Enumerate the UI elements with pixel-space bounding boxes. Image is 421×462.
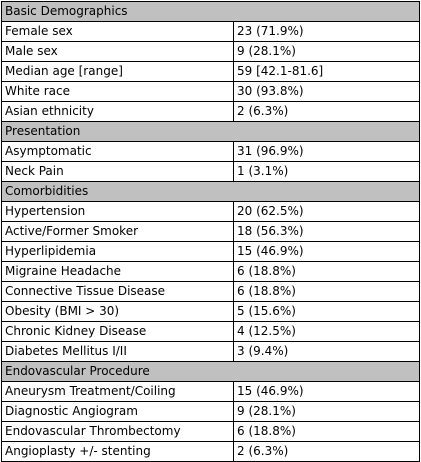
table-row: Diabetes Mellitus I/II 3 (9.4%) bbox=[1, 341, 420, 362]
table-row: Obesity (BMI > 30) 5 (15.6%) bbox=[1, 301, 420, 322]
table-row: Active/Former Smoker 18 (56.3%) bbox=[1, 221, 420, 242]
table-row: Migraine Headache 6 (18.8%) bbox=[1, 261, 420, 282]
section-title: Endovascular Procedure bbox=[1, 361, 420, 382]
row-value: 9 (28.1%) bbox=[233, 401, 420, 422]
row-value: 3 (9.4%) bbox=[233, 341, 420, 362]
row-label: Migraine Headache bbox=[1, 261, 234, 282]
row-value: 1 (3.1%) bbox=[233, 161, 420, 182]
table-row: White race 30 (93.8%) bbox=[1, 81, 420, 102]
table-row: Chronic Kidney Disease 4 (12.5%) bbox=[1, 321, 420, 342]
row-label: Asymptomatic bbox=[1, 141, 234, 162]
row-value: 5 (15.6%) bbox=[233, 301, 420, 322]
row-label: Neck Pain bbox=[1, 161, 234, 182]
row-label: Chronic Kidney Disease bbox=[1, 321, 234, 342]
row-label: Hypertension bbox=[1, 201, 234, 222]
row-value: 6 (18.8%) bbox=[233, 421, 420, 442]
row-value: 9 (28.1%) bbox=[233, 41, 420, 62]
row-value: 20 (62.5%) bbox=[233, 201, 420, 222]
row-label: Hyperlipidemia bbox=[1, 241, 234, 262]
row-label: Median age [range] bbox=[1, 61, 234, 82]
row-value: 4 (12.5%) bbox=[233, 321, 420, 342]
section-header-row: Basic Demographics bbox=[1, 1, 420, 22]
table-row: Endovascular Thrombectomy 6 (18.8%) bbox=[1, 421, 420, 442]
row-value: 59 [42.1-81.6] bbox=[233, 61, 420, 82]
table-row: Asymptomatic 31 (96.9%) bbox=[1, 141, 420, 162]
row-label: White race bbox=[1, 81, 234, 102]
table-row: Male sex 9 (28.1%) bbox=[1, 41, 420, 62]
row-label: Endovascular Thrombectomy bbox=[1, 421, 234, 442]
row-label: Diagnostic Angiogram bbox=[1, 401, 234, 422]
table-row: Neck Pain 1 (3.1%) bbox=[1, 161, 420, 182]
row-value: 15 (46.9%) bbox=[233, 381, 420, 402]
row-label: Male sex bbox=[1, 41, 234, 62]
row-value: 2 (6.3%) bbox=[233, 101, 420, 122]
table-row: Hypertension 20 (62.5%) bbox=[1, 201, 420, 222]
row-label: Aneurysm Treatment/Coiling bbox=[1, 381, 234, 402]
row-value: 18 (56.3%) bbox=[233, 221, 420, 242]
row-label: Asian ethnicity bbox=[1, 101, 234, 122]
row-label: Diabetes Mellitus I/II bbox=[1, 341, 234, 362]
row-label: Active/Former Smoker bbox=[1, 221, 234, 242]
section-title: Basic Demographics bbox=[1, 1, 420, 22]
row-value: 15 (46.9%) bbox=[233, 241, 420, 262]
row-value: 6 (18.8%) bbox=[233, 281, 420, 302]
table-row: Median age [range] 59 [42.1-81.6] bbox=[1, 61, 420, 82]
row-label: Obesity (BMI > 30) bbox=[1, 301, 234, 322]
row-value: 30 (93.8%) bbox=[233, 81, 420, 102]
table-row: Asian ethnicity 2 (6.3%) bbox=[1, 101, 420, 122]
row-value: 23 (71.9%) bbox=[233, 21, 420, 42]
section-title: Presentation bbox=[1, 121, 420, 142]
table-row: Female sex 23 (71.9%) bbox=[1, 21, 420, 42]
row-value: 31 (96.9%) bbox=[233, 141, 420, 162]
row-value: 6 (18.8%) bbox=[233, 261, 420, 282]
table-row: Diagnostic Angiogram 9 (28.1%) bbox=[1, 401, 420, 422]
section-header-row: Presentation bbox=[1, 121, 420, 142]
section-header-row: Endovascular Procedure bbox=[1, 361, 420, 382]
table-row: Aneurysm Treatment/Coiling 15 (46.9%) bbox=[1, 381, 420, 402]
row-label: Connective Tissue Disease bbox=[1, 281, 234, 302]
table-row: Connective Tissue Disease 6 (18.8%) bbox=[1, 281, 420, 302]
section-title: Comorbidities bbox=[1, 181, 420, 202]
section-header-row: Comorbidities bbox=[1, 181, 420, 202]
row-label: Female sex bbox=[1, 21, 234, 42]
table-row: Hyperlipidemia 15 (46.9%) bbox=[1, 241, 420, 262]
